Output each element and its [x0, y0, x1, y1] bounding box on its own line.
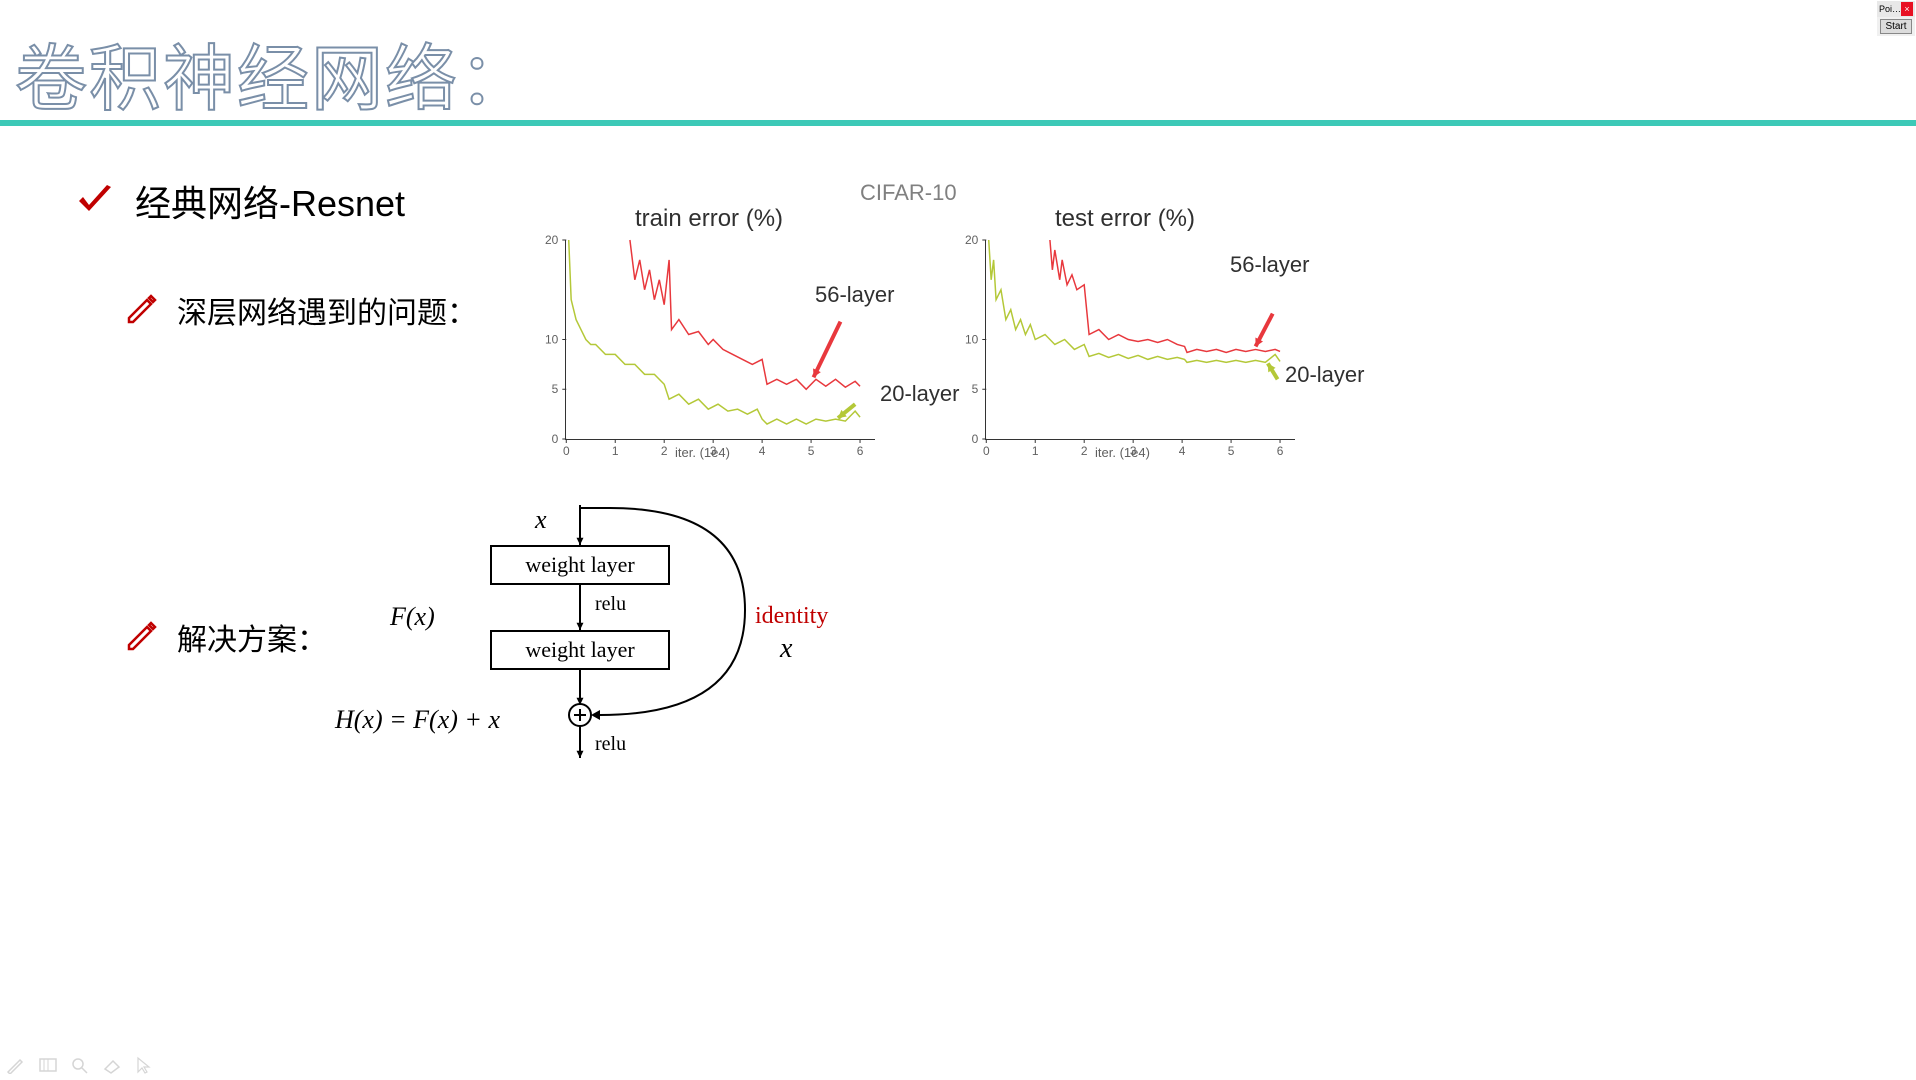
- section-heading-1: 经典网络-Resnet: [75, 175, 405, 227]
- pencil-icon: [125, 621, 157, 653]
- test-20-label: 20-layer: [1285, 362, 1364, 388]
- section3-text: 解决方案：: [177, 615, 327, 659]
- svg-text:2: 2: [1081, 444, 1088, 458]
- magnify-icon[interactable]: [70, 1056, 90, 1074]
- train-chart: 0510200123456: [565, 240, 875, 440]
- slide-title: 卷积神经网络：: [15, 20, 533, 125]
- test-56-label: 56-layer: [1230, 252, 1309, 278]
- pencil-icon: [125, 294, 157, 326]
- train-xaxis-label: iter. (1e4): [675, 445, 730, 460]
- svg-text:0: 0: [552, 432, 559, 446]
- presenter-toolbar: [6, 1056, 154, 1074]
- pointer-overlay-widget: Poi… × Start: [1877, 1, 1915, 36]
- svg-text:10: 10: [965, 332, 979, 346]
- svg-text:5: 5: [808, 444, 815, 458]
- svg-text:20: 20: [545, 233, 559, 247]
- train-chart-title: train error (%): [635, 205, 783, 233]
- svg-text:0: 0: [983, 444, 990, 458]
- eraser-icon[interactable]: [102, 1056, 122, 1074]
- charts-super-title: CIFAR-10: [860, 180, 957, 206]
- train-56-label: 56-layer: [815, 282, 894, 308]
- section1-text: 经典网络-Resnet: [135, 175, 405, 227]
- slides-nav-icon[interactable]: [38, 1056, 58, 1074]
- svg-text:1: 1: [612, 444, 619, 458]
- svg-text:6: 6: [1277, 444, 1284, 458]
- svg-text:4: 4: [1179, 444, 1186, 458]
- svg-text:10: 10: [545, 332, 559, 346]
- svg-text:5: 5: [972, 382, 979, 396]
- svg-text:0: 0: [563, 444, 570, 458]
- overlay-title-text: Poi…: [1879, 4, 1901, 14]
- train-20-label: 20-layer: [880, 381, 959, 407]
- test-xaxis-label: iter. (1e4): [1095, 445, 1150, 460]
- checkmark-icon: [75, 181, 115, 221]
- section2-text: 深层网络遇到的问题：: [177, 288, 477, 332]
- cursor-icon[interactable]: [134, 1056, 154, 1074]
- start-button[interactable]: Start: [1880, 19, 1911, 34]
- svg-text:2: 2: [661, 444, 668, 458]
- section-heading-3: 解决方案：: [125, 615, 327, 659]
- residual-block-diagram: x F(x) H(x) = F(x) + x weight layer weig…: [340, 490, 860, 770]
- svg-text:1: 1: [1032, 444, 1039, 458]
- svg-text:20: 20: [965, 233, 979, 247]
- svg-text:4: 4: [759, 444, 766, 458]
- title-divider: [0, 120, 1916, 126]
- svg-text:5: 5: [1228, 444, 1235, 458]
- svg-text:0: 0: [972, 432, 979, 446]
- resblock-svg: [340, 490, 860, 770]
- svg-text:6: 6: [857, 444, 864, 458]
- pen-tool-icon[interactable]: [6, 1056, 26, 1074]
- test-chart-title: test error (%): [1055, 205, 1195, 233]
- cifar10-charts: CIFAR-10 train error (%) 0510200123456 5…: [530, 170, 1390, 470]
- section-heading-2: 深层网络遇到的问题：: [125, 288, 477, 332]
- svg-text:5: 5: [552, 382, 559, 396]
- close-icon[interactable]: ×: [1901, 2, 1913, 16]
